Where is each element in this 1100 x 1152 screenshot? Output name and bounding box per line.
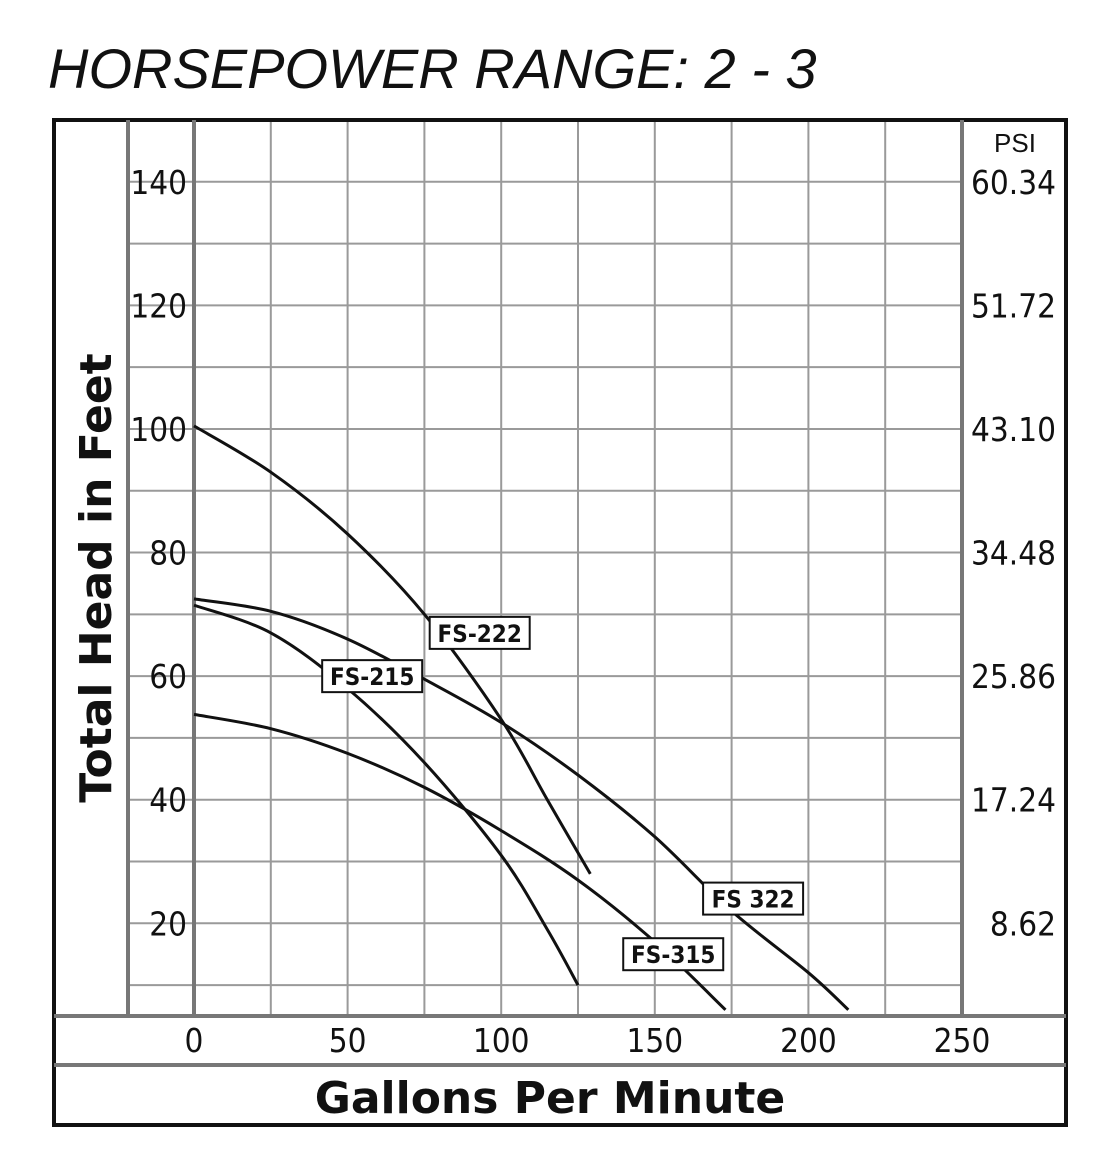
series-line-2: [193, 597, 850, 1011]
series-label-1: FS-215: [330, 663, 414, 691]
psi-tick-label: 60.34: [971, 163, 1056, 202]
y-tick-label: 120: [130, 286, 187, 325]
x-tick-label: 150: [626, 1021, 683, 1060]
x-tick-label: 50: [329, 1021, 367, 1060]
x-tick-label: 250: [934, 1021, 991, 1060]
series-label-0: FS-222: [438, 620, 522, 648]
psi-tick-label: 34.48: [971, 534, 1056, 573]
psi-tick-label: 51.72: [971, 286, 1056, 325]
y-tick-label: 80: [149, 534, 187, 573]
psi-tick-label: 25.86: [971, 657, 1056, 696]
y-tick-label: 140: [130, 163, 187, 202]
outer-border: [52, 118, 1068, 1127]
psi-tick-label: 43.10: [971, 410, 1056, 449]
tick-labels: 0 50 100 150 200 250 20 40 60 80 100 120 140 8.62 17.2…: [130, 163, 1056, 1060]
psi-axis-label: PSI: [994, 128, 1036, 158]
series-label-3: FS-315: [631, 941, 715, 969]
series-label-2: FS 322: [712, 886, 795, 914]
series-label-box-2: [702, 881, 805, 916]
y-axis-label: Total Head in Feet: [71, 353, 122, 802]
series-label-box-0: [428, 615, 531, 650]
y-tick-label: 20: [149, 904, 187, 943]
series-line-1: [193, 603, 580, 986]
psi-tick-label: 8.62: [990, 904, 1056, 943]
psi-tick-label: 17.24: [971, 781, 1056, 820]
curves: [193, 424, 850, 1011]
chart-frame: [52, 118, 1068, 1127]
series-label-box-1: [321, 659, 424, 694]
y-tick-label: 100: [130, 410, 187, 449]
x-tick-label: 0: [185, 1021, 204, 1060]
series-label-box-3: [622, 937, 725, 972]
x-tick-label: 100: [473, 1021, 530, 1060]
chart-title: HORSEPOWER RANGE: 2 - 3: [48, 37, 817, 100]
y-tick-label: 60: [149, 657, 187, 696]
series-line-0: [193, 424, 592, 875]
curve-labels: FS-222 FS-215 FS 322 FS-315: [321, 615, 805, 972]
grid: [128, 120, 962, 1016]
x-tick-label: 200: [780, 1021, 837, 1060]
x-axis-label: Gallons Per Minute: [315, 1073, 786, 1124]
y-tick-label: 40: [149, 781, 187, 820]
